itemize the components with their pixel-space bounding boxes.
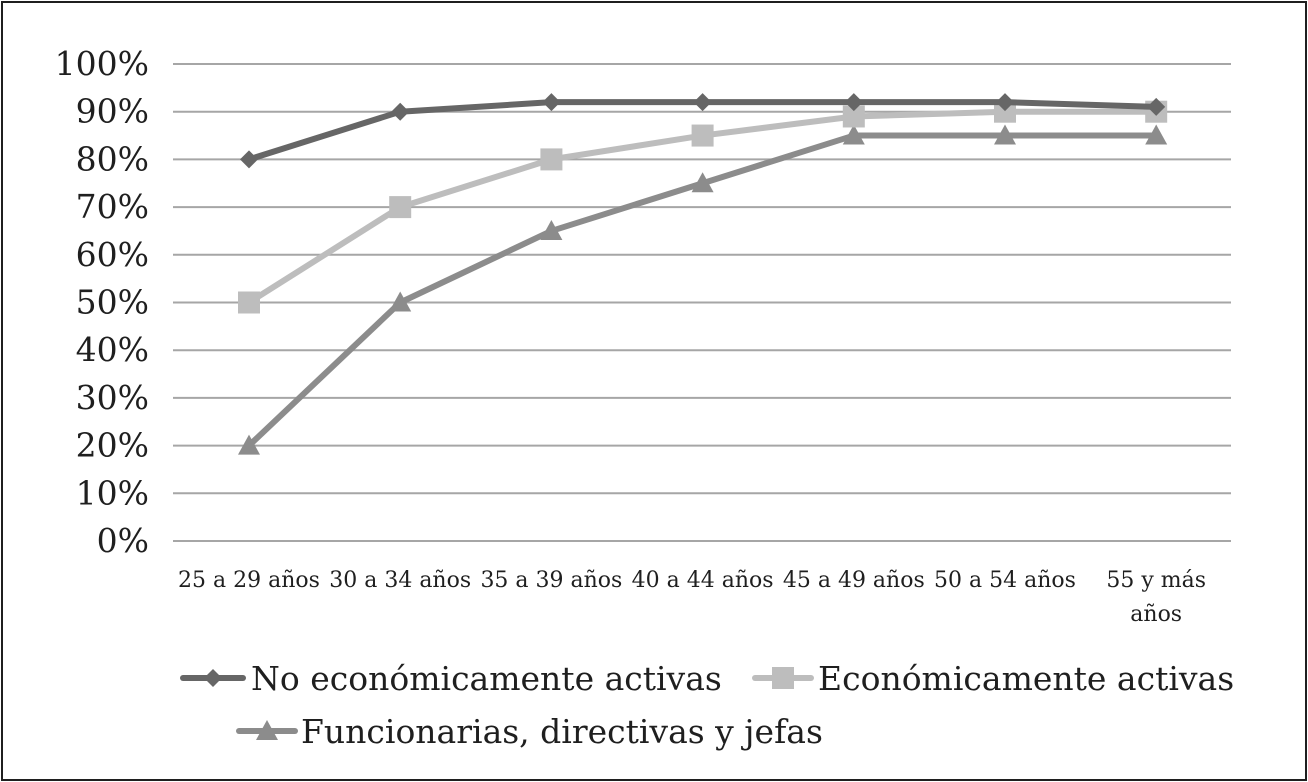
legend-item: No económicamente activas xyxy=(180,659,722,698)
x-tick-label-line: 25 a 29 años xyxy=(178,568,320,593)
y-tick-label: 70% xyxy=(76,187,149,226)
x-tick-label: 35 a 39 años xyxy=(480,568,622,593)
legend-label: No económicamente activas xyxy=(251,659,722,698)
data-point-square xyxy=(842,105,865,128)
x-tick-label-line: 45 a 49 años xyxy=(783,568,925,593)
x-tick-label-line: 35 a 39 años xyxy=(480,568,622,593)
data-point-square xyxy=(994,100,1016,123)
data-point-triangle xyxy=(994,124,1016,145)
data-point-square xyxy=(540,148,563,171)
y-tick-label: 100% xyxy=(55,44,149,83)
x-tick-label-line: 50 a 54 años xyxy=(934,568,1076,593)
data-point-diamond xyxy=(391,102,410,121)
legend-label: Funcionarias, directivas y jefas xyxy=(301,712,823,751)
data-point-diamond xyxy=(693,93,712,112)
data-point-diamond xyxy=(240,150,258,169)
series-lines xyxy=(238,93,1168,455)
y-tick-label: 60% xyxy=(76,235,149,274)
data-point-diamond xyxy=(542,93,561,112)
data-point-diamond xyxy=(996,93,1014,112)
data-point-triangle xyxy=(540,219,563,240)
legend: No económicamente activas Económicamente … xyxy=(180,659,1234,751)
y-tick-label: 50% xyxy=(76,283,149,322)
legend-marker-square xyxy=(772,667,794,689)
line-chart: 0% 10% 20% 30% 40% 50% 60% 70% 80% 90% 100% 25 a 2… xyxy=(55,44,1235,751)
x-tick-label: 45 a 49 años xyxy=(783,568,925,593)
data-point-triangle xyxy=(1145,124,1168,145)
data-point-triangle xyxy=(389,291,412,312)
x-tick-label-line: 30 a 34 años xyxy=(329,568,471,593)
y-tick-label: 10% xyxy=(76,473,149,512)
x-axis-ticks: 25 a 29 años 30 a 34 años 35 a 39 años 40 a… xyxy=(178,568,1206,627)
y-tick-label: 30% xyxy=(76,378,149,417)
y-axis-ticks: 0% 10% 20% 30% 40% 50% 60% 70% 80% 90% 100% xyxy=(55,44,149,560)
data-point-diamond xyxy=(844,93,863,112)
y-tick-label: 90% xyxy=(76,92,149,131)
legend-marker-triangle xyxy=(256,720,278,740)
y-tick-label: 0% xyxy=(97,521,149,560)
data-point-square xyxy=(691,124,714,147)
data-point-square xyxy=(389,196,412,219)
legend-marker-diamond xyxy=(204,669,222,687)
x-tick-label: 30 a 34 años xyxy=(329,568,471,593)
x-tick-label-line: 55 y más xyxy=(1106,568,1206,593)
data-point-square xyxy=(238,291,260,314)
data-point-triangle xyxy=(238,434,260,455)
y-tick-label: 80% xyxy=(76,139,149,178)
x-tick-label: 55 y más años xyxy=(1106,568,1206,627)
x-tick-label-line: 40 a 44 años xyxy=(632,568,774,593)
data-point-triangle xyxy=(842,124,865,145)
x-tick-label: 40 a 44 años xyxy=(632,568,774,593)
x-tick-label: 50 a 54 años xyxy=(934,568,1076,593)
series-diamond xyxy=(240,93,1166,169)
y-tick-label: 40% xyxy=(76,330,149,369)
data-point-diamond xyxy=(1147,97,1166,116)
legend-item: Funcionarias, directivas y jefas xyxy=(236,712,823,751)
x-tick-label-line: años xyxy=(1130,602,1182,627)
series-triangle xyxy=(238,124,1168,455)
x-tick-label: 25 a 29 años xyxy=(178,568,320,593)
y-tick-label: 20% xyxy=(76,426,149,465)
data-point-triangle xyxy=(691,172,714,193)
legend-label: Económicamente activas xyxy=(818,659,1234,698)
legend-item: Económicamente activas xyxy=(752,659,1234,698)
